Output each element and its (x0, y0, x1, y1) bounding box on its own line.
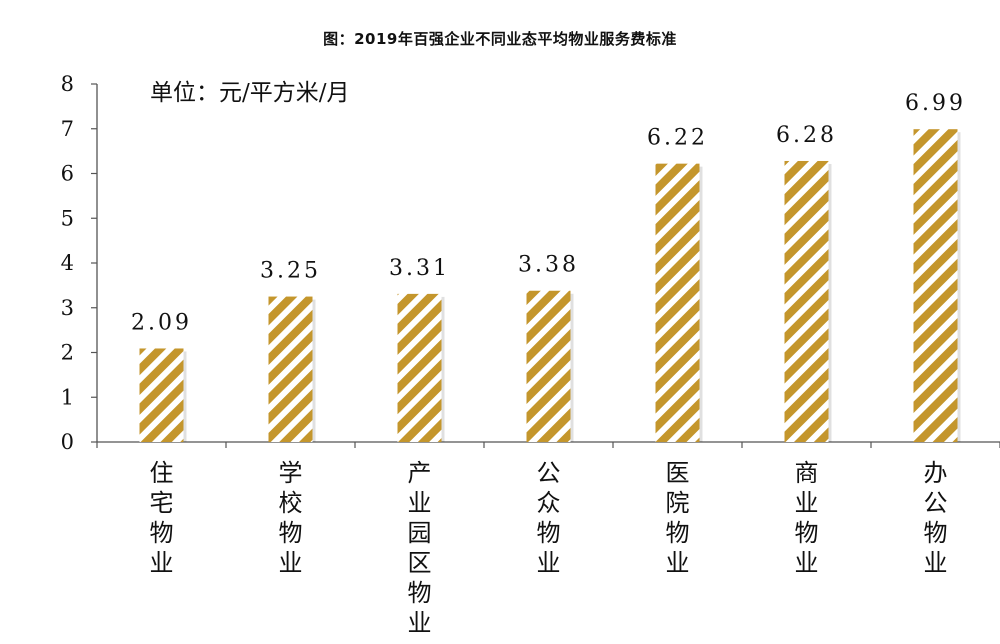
y-tick-label: 8 (61, 72, 74, 96)
x-category-label: 医院物业 (666, 459, 690, 577)
bar (397, 293, 442, 442)
y-tick-label: 7 (61, 117, 74, 141)
y-tick-label: 4 (61, 251, 74, 275)
bar (526, 290, 571, 442)
bar (913, 129, 958, 442)
x-category-label: 产业园区物业 (408, 459, 432, 637)
y-tick-label: 2 (61, 341, 74, 365)
bar (268, 296, 313, 442)
data-label: 6.28 (776, 123, 837, 148)
y-tick-label: 1 (61, 385, 74, 409)
data-label: 3.38 (518, 253, 579, 278)
unit-note: 单位：元/平方米/月 (150, 80, 350, 106)
x-category-label: 学校物业 (279, 459, 303, 577)
x-category-label: 办公物业 (924, 459, 948, 577)
data-label: 2.09 (131, 310, 192, 335)
chart-title: 图：2019年百强企业不同业态平均物业服务费标准 (323, 30, 677, 48)
y-tick-label: 3 (61, 296, 74, 320)
data-label: 6.99 (905, 91, 966, 116)
x-category-label: 住宅物业 (150, 459, 174, 577)
y-tick-label: 6 (61, 162, 74, 186)
y-tick-label: 0 (61, 430, 74, 454)
data-label: 3.31 (389, 256, 450, 281)
bar (139, 348, 184, 442)
data-label: 6.22 (647, 126, 708, 151)
bar (655, 163, 700, 442)
y-tick-label: 5 (61, 206, 74, 230)
x-category-label: 商业物业 (795, 459, 819, 577)
x-category-label: 公众物业 (537, 459, 561, 577)
data-label: 3.25 (260, 259, 321, 284)
bar (784, 160, 829, 442)
